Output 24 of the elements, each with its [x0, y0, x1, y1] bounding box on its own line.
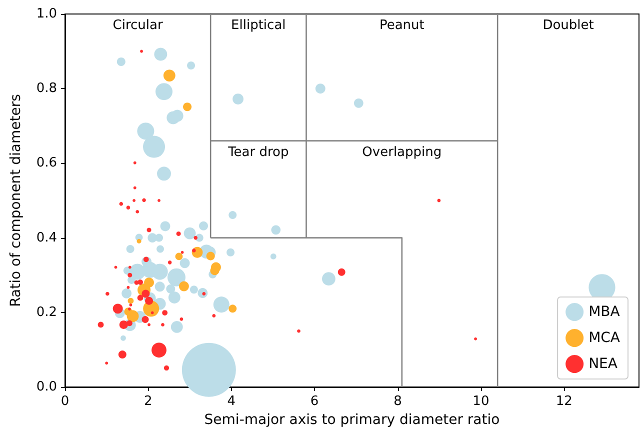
legend-label: NEA [588, 356, 618, 372]
x-axis-title: Semi-major axis to primary diameter ratio [204, 412, 500, 428]
x-tick-label: 10 [472, 394, 490, 409]
y-axis-title: Ratio of component diameters [8, 94, 24, 307]
annotation: Peanut [379, 18, 424, 33]
y-tick-label: 0.4 [36, 230, 57, 246]
x-tick-label: 4 [227, 394, 236, 409]
x-tick-label: 2 [144, 394, 152, 409]
y-tick-label: 0.2 [36, 304, 57, 320]
annotation: Overlapping [362, 144, 442, 160]
annotation: Elliptical [231, 18, 286, 33]
legend-label: MBA [588, 304, 620, 320]
annotation: Doublet [542, 18, 594, 33]
x-tick-label: 0 [60, 394, 70, 409]
y-tick-label: 0.8 [36, 81, 57, 96]
y-tick-label: 0.0 [36, 380, 57, 394]
annotation: Circular [112, 18, 164, 33]
x-tick-label: 6 [310, 394, 319, 409]
legend-label: MCA [588, 330, 620, 346]
y-tick-label: 0.6 [36, 156, 57, 171]
y-tick-label: 1.0 [36, 6, 57, 22]
annotation: Tear drop [227, 144, 289, 160]
x-tick-label: 8 [394, 394, 402, 409]
x-tick-label: 12 [556, 394, 572, 409]
